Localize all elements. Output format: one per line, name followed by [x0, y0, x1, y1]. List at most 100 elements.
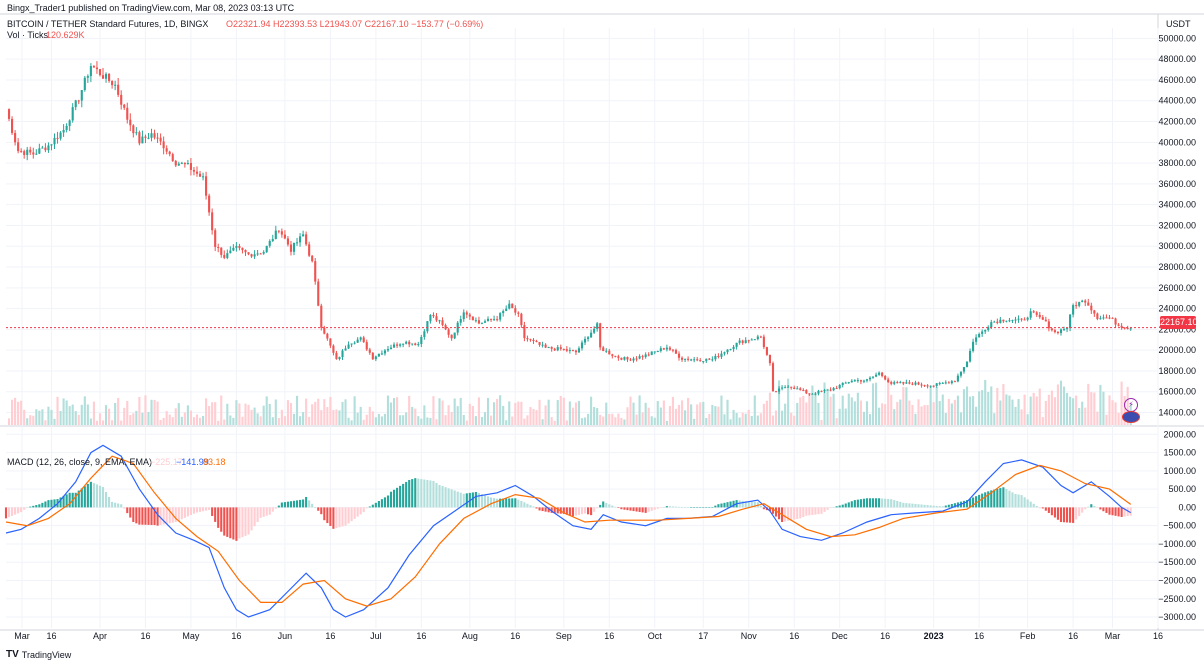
candle-body: [914, 382, 917, 385]
macd-hist-bar: [223, 507, 226, 536]
volume-bar: [711, 404, 714, 425]
volume-bar: [632, 402, 635, 425]
volume-bar: [444, 415, 447, 425]
volume-bar: [211, 402, 214, 425]
candle-body: [71, 107, 74, 121]
time-tick-label: Apr: [93, 631, 107, 641]
candle-body: [1099, 318, 1102, 320]
macd-label[interactable]: MACD (12, 26, close, 9, EMA, EMA): [7, 457, 153, 467]
axes: 50000.00 48000.00 46000.00 44000.00 42000.00…: [14, 33, 1196, 641]
macd-hist-bar: [871, 498, 875, 508]
candle-body: [111, 80, 114, 86]
lightning-icon[interactable]: ⚡: [1124, 398, 1138, 412]
candle-body: [244, 250, 247, 253]
macd-hist-bar: [232, 507, 235, 540]
macd-hist-bar: [562, 507, 565, 514]
volume-bar: [593, 407, 596, 425]
candle-body: [556, 347, 559, 351]
volume-bar: [574, 402, 577, 425]
macd-hist-bar: [392, 489, 396, 508]
macd-hist-bar: [86, 484, 89, 508]
macd-hist-bar: [656, 507, 659, 509]
candle-body: [923, 385, 926, 387]
candle-body: [1081, 300, 1084, 303]
macd-hist-bar: [486, 496, 490, 508]
volume-bar: [420, 418, 423, 425]
volume-label[interactable]: Vol · Ticks: [7, 30, 49, 40]
macd-hist-bar: [1038, 507, 1041, 509]
volume-bar: [690, 404, 693, 425]
candle-body: [183, 162, 186, 165]
volume-bar: [1002, 384, 1005, 425]
macd-hist-bar: [344, 507, 347, 526]
macd-hist-bar: [7, 507, 11, 518]
macd-hist-bar: [65, 494, 68, 508]
volume-bar: [23, 409, 26, 425]
macd-hist-bar: [553, 507, 556, 514]
candle-body: [368, 349, 371, 353]
candle-body: [220, 247, 223, 255]
macd-hist-bar: [317, 507, 320, 511]
volume-bar: [596, 407, 599, 425]
volume-bar: [802, 395, 805, 425]
volume-bar: [329, 396, 332, 425]
volume-bar: [568, 401, 571, 425]
macd-hist-bar: [1044, 507, 1047, 511]
macd-hist-bar: [347, 507, 350, 524]
candle-body: [929, 385, 932, 387]
volume-bar: [1090, 392, 1093, 425]
volume-bar: [247, 404, 250, 425]
volume-bar: [665, 420, 668, 425]
volume-bar: [353, 396, 356, 425]
macd-hist-bar: [662, 506, 665, 508]
volume-bar: [162, 418, 165, 425]
symbol-title[interactable]: BITCOIN / TETHER Standard Futures, 1D, B…: [7, 19, 209, 29]
macd-hist-bar: [859, 499, 862, 508]
tradingview-logo-text: TradingView: [21, 649, 72, 660]
macd-hist-bar: [829, 507, 832, 508]
macd-hist-bar: [741, 500, 744, 508]
candle-body: [926, 385, 929, 387]
macd-hist-bar: [341, 507, 344, 527]
price-tick-label: 40000.00: [1158, 137, 1196, 147]
volume-bar: [417, 416, 420, 425]
volume-bar: [496, 399, 499, 425]
macd-hist-bar: [444, 487, 447, 508]
macd-hist-bar: [826, 507, 829, 510]
volume-bar: [308, 416, 311, 425]
macd-hist-bar: [1084, 507, 1087, 510]
tradingview-logo[interactable]: TV TradingView: [6, 649, 71, 660]
macd-hist-bar: [35, 505, 38, 508]
volume-bar: [1011, 399, 1014, 425]
macd-hist-bar: [917, 504, 920, 508]
candle-body: [978, 333, 981, 338]
flag-icon[interactable]: [1122, 411, 1140, 423]
candle-body: [571, 350, 574, 352]
volume-bar: [538, 399, 541, 425]
candle-body: [641, 356, 644, 358]
macd-hist-bar: [665, 506, 668, 508]
macd-hist-bar: [1050, 507, 1053, 516]
time-tick-label: Sep: [556, 631, 572, 641]
macd-hist-bar: [26, 507, 29, 508]
candle-body: [314, 261, 317, 282]
price-tick-label: 14000.00: [1158, 408, 1196, 418]
volume-bar: [95, 420, 99, 425]
candle-body: [514, 308, 517, 313]
candle-body: [784, 387, 787, 389]
candle-body: [583, 338, 587, 343]
candle-body: [893, 382, 896, 384]
macd-hist-bar: [108, 496, 111, 508]
candle-body: [365, 342, 368, 350]
volume-bar: [35, 409, 38, 425]
macd-hist-bar: [201, 507, 205, 512]
macd-hist-bar: [456, 491, 459, 508]
macd-hist-value: −225.17: [150, 457, 183, 467]
macd-hist-bar: [374, 502, 377, 508]
volume-bar: [959, 412, 963, 425]
volume-bar: [1059, 380, 1063, 425]
volume-bar: [1105, 414, 1108, 425]
macd-hist-bar: [856, 499, 859, 508]
volume-bar: [1072, 398, 1075, 425]
